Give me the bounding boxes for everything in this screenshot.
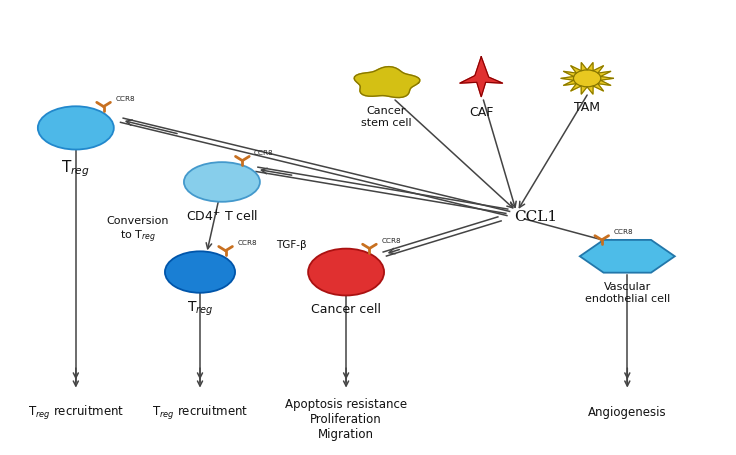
Polygon shape — [460, 58, 503, 97]
Ellipse shape — [308, 249, 384, 296]
Text: T$_{reg}$: T$_{reg}$ — [187, 299, 213, 318]
Ellipse shape — [38, 107, 114, 150]
Polygon shape — [354, 67, 420, 98]
Text: T$_{reg}$ recruitment: T$_{reg}$ recruitment — [28, 403, 124, 421]
Text: Apoptosis resistance
Proliferation
Migration: Apoptosis resistance Proliferation Migra… — [285, 397, 407, 440]
Text: Cancer cell: Cancer cell — [311, 302, 381, 315]
Text: TAM: TAM — [574, 101, 600, 114]
Text: T$_{reg}$ recruitment: T$_{reg}$ recruitment — [152, 403, 248, 421]
Text: CAF: CAF — [469, 106, 493, 119]
Text: CCR8: CCR8 — [613, 229, 633, 235]
Text: CCL1: CCL1 — [514, 209, 557, 223]
Text: Conversion
to T$_{reg}$: Conversion to T$_{reg}$ — [107, 216, 169, 244]
Text: Cancer
stem cell: Cancer stem cell — [361, 106, 411, 128]
Text: CD4$^{+}$ T cell: CD4$^{+}$ T cell — [186, 209, 258, 224]
Ellipse shape — [184, 163, 260, 202]
Text: CCR8: CCR8 — [237, 239, 257, 246]
Text: T$_{reg}$: T$_{reg}$ — [61, 158, 91, 178]
Text: CCR8: CCR8 — [254, 150, 274, 156]
Text: CCR8: CCR8 — [116, 96, 135, 101]
Text: CCR8: CCR8 — [381, 237, 401, 243]
Ellipse shape — [165, 252, 235, 293]
Polygon shape — [580, 240, 675, 273]
Text: Angiogenesis: Angiogenesis — [588, 405, 667, 418]
Polygon shape — [561, 63, 613, 95]
Text: Vascular
endothelial cell: Vascular endothelial cell — [584, 282, 670, 303]
Text: TGF-β: TGF-β — [276, 240, 307, 250]
Circle shape — [573, 71, 601, 88]
